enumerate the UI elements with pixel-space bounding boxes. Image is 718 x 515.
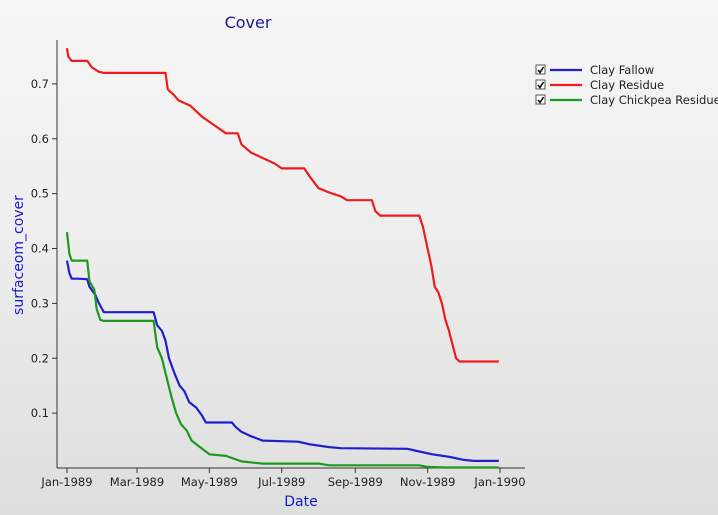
x-tick-label: Mar-1989 xyxy=(110,475,164,489)
legend-label: Clay Chickpea Residue xyxy=(590,93,718,107)
y-tick-label: 0.4 xyxy=(31,242,49,256)
y-ticks: 0.1 0.2 0.3 0.4 0.5 0.6 0.7 xyxy=(31,77,57,420)
y-tick-label: 0.6 xyxy=(31,132,49,146)
x-tick-label: May-1989 xyxy=(181,475,238,489)
y-tick-label: 0.7 xyxy=(31,77,49,91)
y-tick-label: 0.5 xyxy=(31,187,49,201)
checkmark-icon xyxy=(537,66,545,74)
legend-label: Clay Residue xyxy=(590,78,664,92)
series-line-3 xyxy=(65,231,499,469)
x-tick-label: Sep-1989 xyxy=(328,475,383,489)
y-axis-label: surfaceom_cover xyxy=(11,195,27,315)
legend-checkbox[interactable] xyxy=(535,79,546,90)
x-tick-label: Jan-1990 xyxy=(473,475,525,489)
x-tick-label: Jul-1989 xyxy=(257,475,305,489)
series-layer xyxy=(65,48,499,469)
checkmark-icon xyxy=(537,96,545,104)
legend-item[interactable]: Clay Fallow xyxy=(535,63,654,77)
series-line-2 xyxy=(65,48,499,363)
x-axis-label: Date xyxy=(284,494,317,510)
x-ticks: Jan-1989 Mar-1989 May-1989 Jul-1989 Sep-1989… xyxy=(40,468,526,489)
series-line-1 xyxy=(65,260,499,462)
legend-item[interactable]: Clay Residue xyxy=(535,78,664,92)
checkmark-icon xyxy=(537,81,545,89)
plot-area: 0.1 0.2 0.3 0.4 0.5 0.6 0.7 Jan-1989 Mar-1989 Ma… xyxy=(31,40,526,489)
y-tick-label: 0.2 xyxy=(31,351,49,365)
legend-item[interactable]: Clay Chickpea Residue xyxy=(535,93,718,107)
legend-checkbox[interactable] xyxy=(535,94,546,105)
x-tick-label: Jan-1989 xyxy=(40,475,92,489)
legend-label: Clay Fallow xyxy=(590,63,654,77)
y-tick-label: 0.3 xyxy=(31,296,49,310)
x-tick-label: Nov-1989 xyxy=(400,475,456,489)
y-tick-label: 0.1 xyxy=(31,406,49,420)
chart-title: Cover xyxy=(225,13,272,32)
legend-checkbox[interactable] xyxy=(535,64,546,75)
